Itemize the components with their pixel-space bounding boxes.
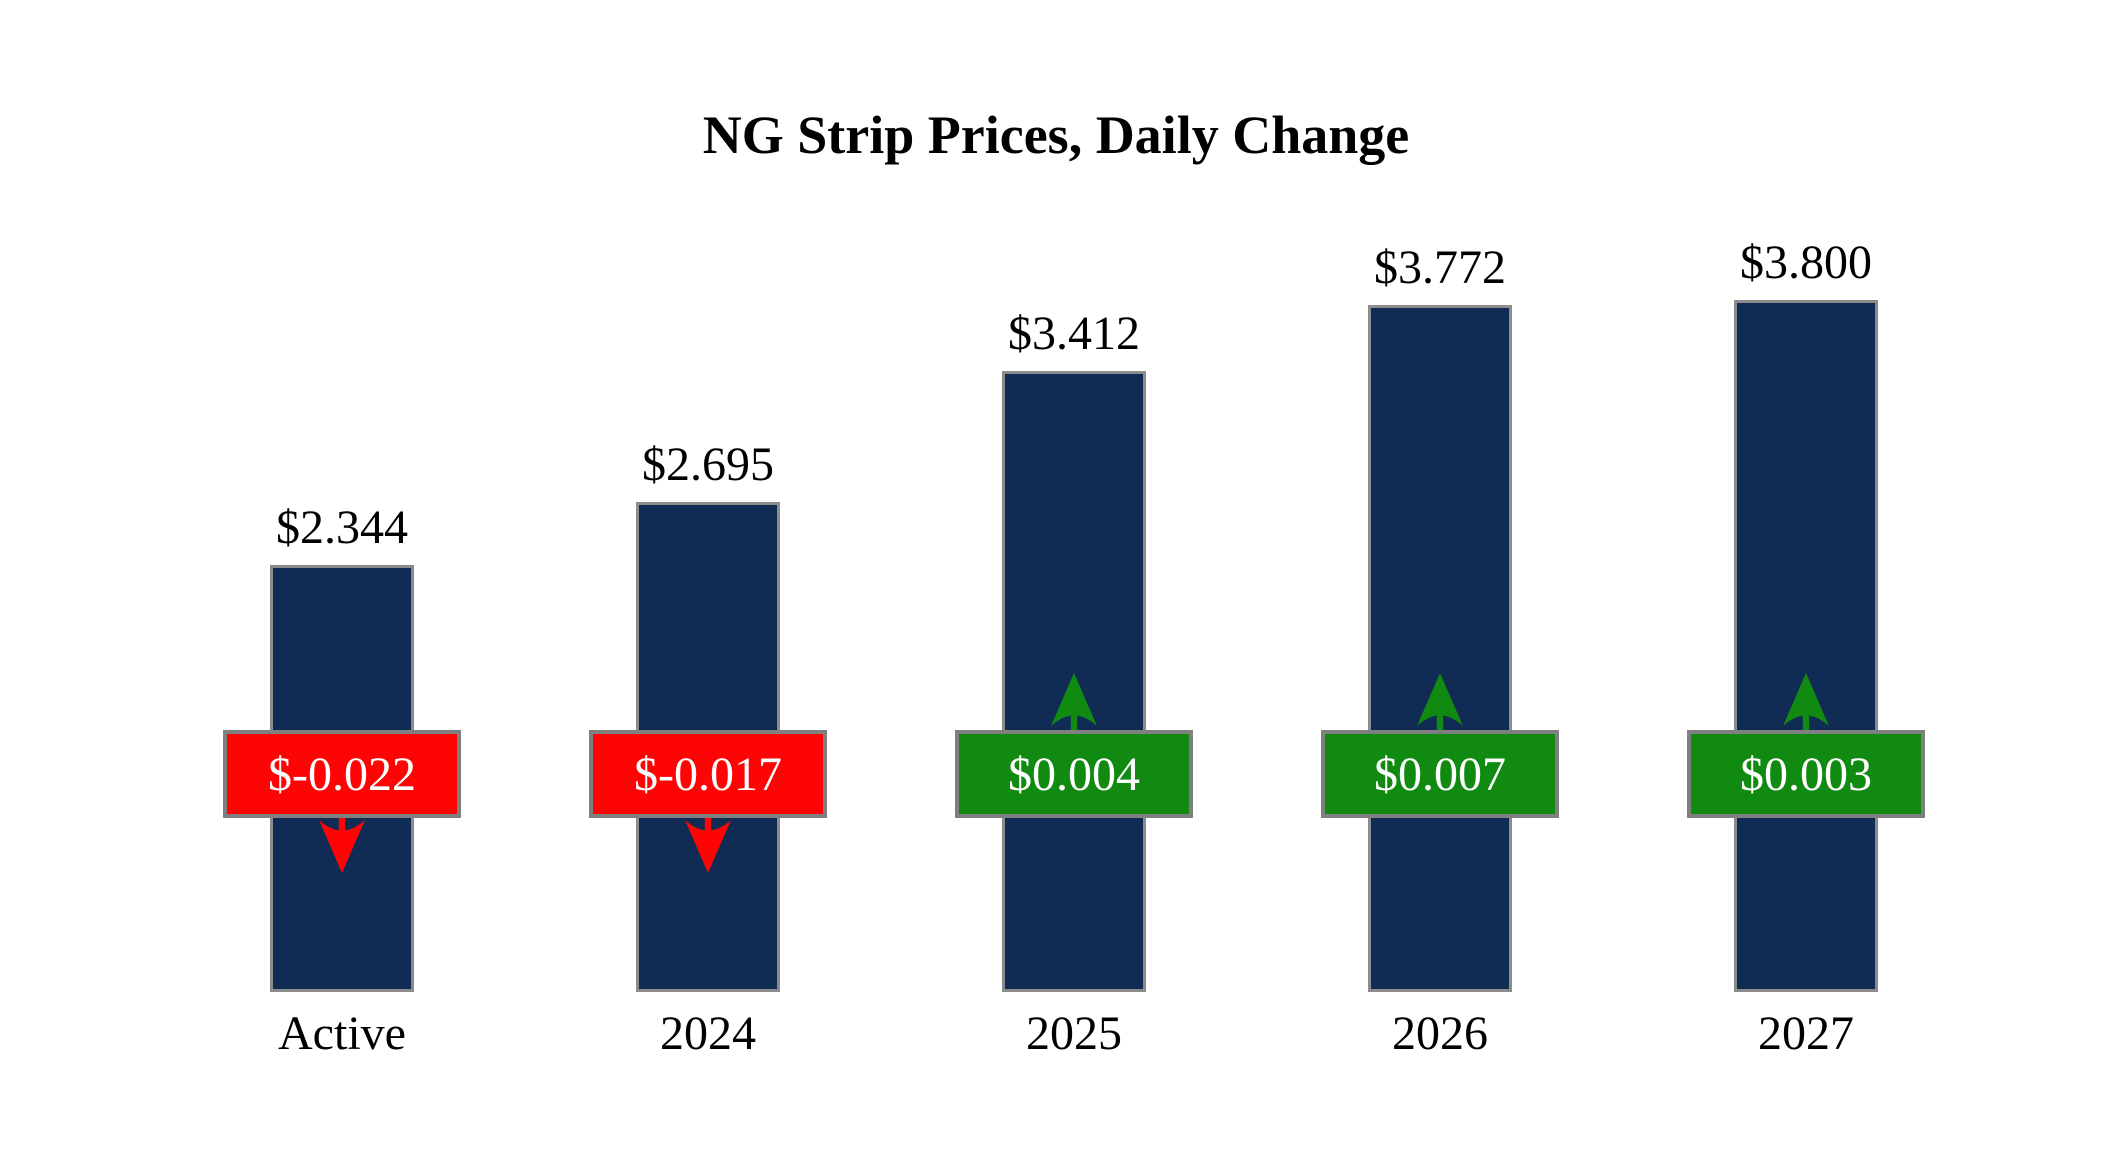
up-arrow-icon — [1783, 673, 1829, 730]
chart-title: NG Strip Prices, Daily Change — [702, 105, 1410, 165]
axis-label: 2026 — [1392, 1007, 1488, 1060]
bar-value-label: $3.772 — [1374, 240, 1506, 294]
axis-label: 2027 — [1758, 1007, 1854, 1060]
up-arrow-icon — [1051, 673, 1097, 730]
change-badge: $-0.022 — [223, 730, 461, 818]
change-badge: $0.004 — [955, 730, 1193, 818]
change-badge: $0.007 — [1321, 730, 1559, 818]
bar-value-label: $3.412 — [1008, 306, 1140, 360]
down-arrow-icon — [685, 816, 731, 873]
axis-label: Active — [278, 1007, 406, 1060]
bar-value-label: $3.800 — [1740, 235, 1872, 289]
bar-value-label: $2.344 — [276, 500, 408, 554]
axis-label: 2024 — [660, 1007, 756, 1060]
up-arrow-icon — [1417, 673, 1463, 730]
bar — [1368, 305, 1512, 992]
down-arrow-icon — [319, 816, 365, 873]
change-badge: $-0.017 — [589, 730, 827, 818]
axis-label: 2025 — [1026, 1007, 1122, 1060]
bar-value-label: $2.695 — [642, 437, 774, 491]
change-badge: $0.003 — [1687, 730, 1925, 818]
bar — [1734, 300, 1878, 992]
